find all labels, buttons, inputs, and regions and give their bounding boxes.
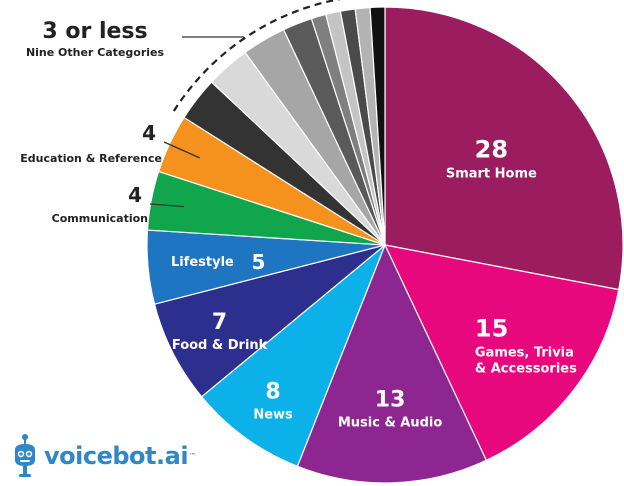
value-label-news: 8 xyxy=(265,380,280,405)
trademark-mark: ™ xyxy=(189,452,196,460)
slice-label-news: News xyxy=(253,408,293,423)
value-label-music-and-audio: 13 xyxy=(375,387,406,412)
other-categories-label: Nine Other Categories xyxy=(26,46,165,59)
slice-label-games-trivia-and-accessories: Games, Trivia xyxy=(475,346,574,361)
brand-name: voicebot.ai xyxy=(44,442,188,470)
value-label-lifestyle: 5 xyxy=(251,250,265,274)
slice-label-communication: Communication xyxy=(52,212,148,225)
slice-label-food-and-drink: Food & Drink xyxy=(172,338,268,353)
robot-icon xyxy=(10,434,40,478)
voicebot-logo: voicebot.ai ™ xyxy=(10,434,196,478)
value-label-smart-home: 28 xyxy=(475,135,508,163)
slice-label-music-and-audio: Music & Audio xyxy=(338,415,443,430)
slice-label-smart-home: Smart Home xyxy=(446,166,537,181)
value-label-education-and-reference: 4 xyxy=(142,121,156,145)
value-label-games-trivia-and-accessories: 15 xyxy=(475,315,508,343)
value-label-communication: 4 xyxy=(128,183,142,207)
slice-label-lifestyle: Lifestyle xyxy=(171,255,234,270)
slice-label-education-and-reference: Education & Reference xyxy=(20,152,162,165)
slice-label-games-trivia-and-accessories-line2: & Accessories xyxy=(475,362,577,377)
value-label-food-and-drink: 7 xyxy=(212,310,227,335)
other-categories-value: 3 or less xyxy=(42,19,147,44)
